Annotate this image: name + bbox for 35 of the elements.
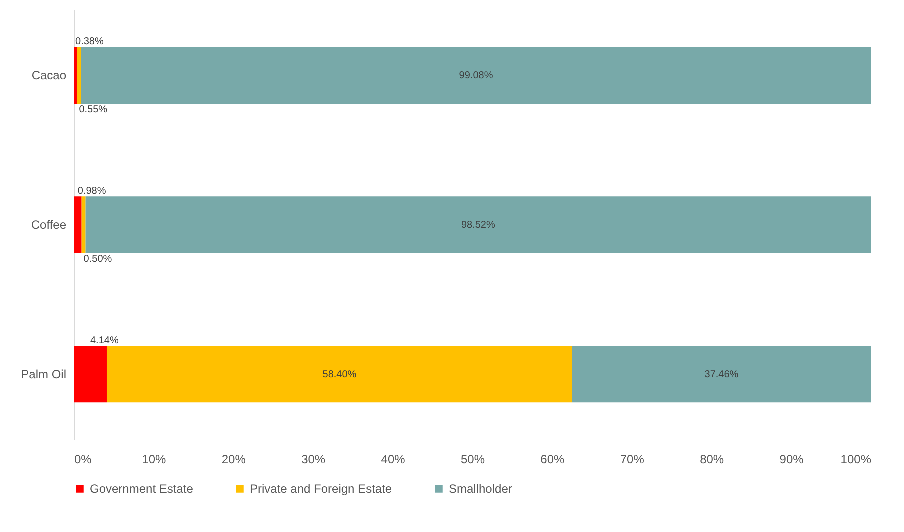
y-tick-label: Coffee	[31, 218, 67, 232]
x-tick-label: 30%	[302, 452, 326, 466]
data-label: 0.38%	[76, 36, 104, 48]
bar	[82, 196, 86, 254]
x-tick-label: 80%	[700, 452, 724, 466]
legend-label: Smallholder	[449, 482, 512, 496]
x-tick-label: 90%	[780, 452, 804, 466]
bar	[74, 346, 107, 403]
legend-label: Government Estate	[90, 482, 194, 496]
x-tick-label: 60%	[540, 452, 566, 466]
y-tick-label: Palm Oil	[21, 367, 66, 382]
bar	[77, 47, 82, 104]
bar	[106, 346, 572, 403]
data-label: 58.40%	[322, 369, 357, 380]
data-label: 4.14%	[90, 335, 119, 346]
data-label: 37.46%	[704, 369, 739, 380]
data-label: 0.98%	[78, 186, 106, 197]
bar	[74, 47, 78, 104]
x-tick-label: 0%	[74, 452, 92, 466]
legend-label: Private and Foreign Estate	[250, 482, 392, 496]
x-tick-label: 40%	[381, 452, 406, 466]
data-label: 0.55%	[79, 104, 108, 116]
bar	[81, 47, 872, 104]
x-tick-label: 50%	[460, 452, 486, 466]
bar	[74, 196, 82, 254]
x-tick-label: 20%	[222, 452, 246, 466]
bar	[572, 346, 871, 403]
y-tick-label: Cacao	[32, 68, 67, 83]
data-label: 98.52%	[461, 220, 496, 231]
data-label: 99.08%	[459, 70, 494, 82]
x-tick-label: 10%	[142, 452, 167, 466]
x-tick-label: 70%	[620, 452, 645, 466]
bar	[86, 196, 871, 254]
x-tick-label: 100%	[840, 452, 872, 466]
data-label: 0.50%	[84, 254, 112, 265]
